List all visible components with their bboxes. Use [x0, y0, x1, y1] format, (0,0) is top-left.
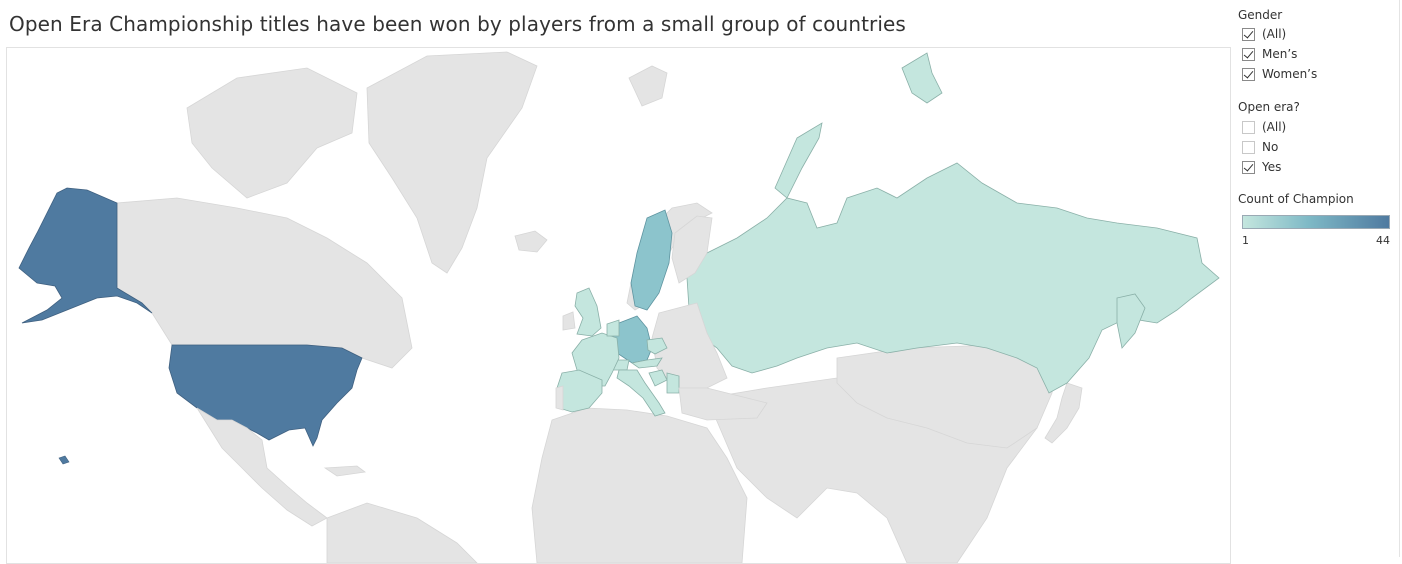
- country-austria[interactable]: [631, 357, 663, 369]
- gender-option-womens-label: Women’s: [1262, 67, 1318, 81]
- open-era-option-no[interactable]: No: [1242, 138, 1278, 156]
- continent-south-america[interactable]: [326, 502, 478, 563]
- world-map[interactable]: [6, 47, 1231, 564]
- gender-option-all-label: (All): [1262, 27, 1287, 41]
- region-balkans-turkey[interactable]: [678, 387, 768, 421]
- country-united-states-hawaii[interactable]: [58, 455, 70, 465]
- country-russia-islands[interactable]: [901, 52, 943, 104]
- open-era-option-no-label: No: [1262, 140, 1279, 154]
- checkbox-unchecked-icon[interactable]: [1242, 120, 1255, 134]
- country-czech-republic[interactable]: [646, 337, 668, 355]
- open-era-option-yes[interactable]: Yes: [1242, 158, 1281, 176]
- country-serbia[interactable]: [666, 372, 680, 394]
- continent-africa[interactable]: [531, 407, 748, 563]
- gender-option-mens[interactable]: Men’s: [1242, 45, 1297, 63]
- country-portugal[interactable]: [555, 385, 564, 411]
- open-era-option-all[interactable]: (All): [1242, 118, 1286, 136]
- country-finland[interactable]: [671, 215, 713, 284]
- country-united-states-alaska[interactable]: [18, 187, 153, 324]
- legend-min-label: 1: [1242, 234, 1249, 247]
- country-russia[interactable]: [686, 162, 1220, 394]
- country-svalbard[interactable]: [628, 65, 668, 107]
- gender-option-all[interactable]: (All): [1242, 25, 1286, 43]
- checkbox-checked-icon[interactable]: [1242, 27, 1255, 41]
- color-legend-bar: [1242, 215, 1390, 229]
- country-japan[interactable]: [1044, 382, 1083, 444]
- country-iceland[interactable]: [514, 230, 548, 253]
- dashboard-title: Open Era Championship titles have been w…: [9, 12, 906, 36]
- gender-option-mens-label: Men’s: [1262, 47, 1298, 61]
- checkbox-checked-icon[interactable]: [1242, 67, 1255, 81]
- country-greenland[interactable]: [366, 51, 538, 274]
- country-united-kingdom[interactable]: [574, 287, 602, 337]
- country-russia-kamchatka[interactable]: [1116, 293, 1146, 349]
- country-mexico[interactable]: [196, 407, 328, 527]
- checkbox-checked-icon[interactable]: [1242, 47, 1255, 61]
- country-ireland[interactable]: [562, 311, 576, 331]
- region-caribbean[interactable]: [323, 465, 367, 477]
- checkbox-checked-icon[interactable]: [1242, 160, 1255, 174]
- gender-filter-title: Gender: [1238, 8, 1283, 22]
- map-canvas[interactable]: [7, 48, 1230, 563]
- filters-panel: Gender (All) Men’s Women’s Open era? (Al…: [1238, 0, 1402, 557]
- country-canada-islands[interactable]: [186, 67, 358, 199]
- legend-max-label: 44: [1376, 234, 1390, 247]
- country-russia-novaya-zemlya[interactable]: [774, 122, 823, 199]
- gender-option-womens[interactable]: Women’s: [1242, 65, 1317, 83]
- country-sweden[interactable]: [630, 209, 673, 311]
- checkbox-unchecked-icon[interactable]: [1242, 140, 1255, 154]
- country-italy[interactable]: [616, 369, 666, 417]
- open-era-option-yes-label: Yes: [1262, 160, 1282, 174]
- country-canada[interactable]: [116, 197, 413, 369]
- open-era-option-all-label: (All): [1262, 120, 1287, 134]
- country-netherlands[interactable]: [606, 319, 620, 337]
- panel-divider: [1399, 0, 1400, 557]
- legend-title: Count of Champion: [1238, 192, 1354, 206]
- open-era-filter-title: Open era?: [1238, 100, 1300, 114]
